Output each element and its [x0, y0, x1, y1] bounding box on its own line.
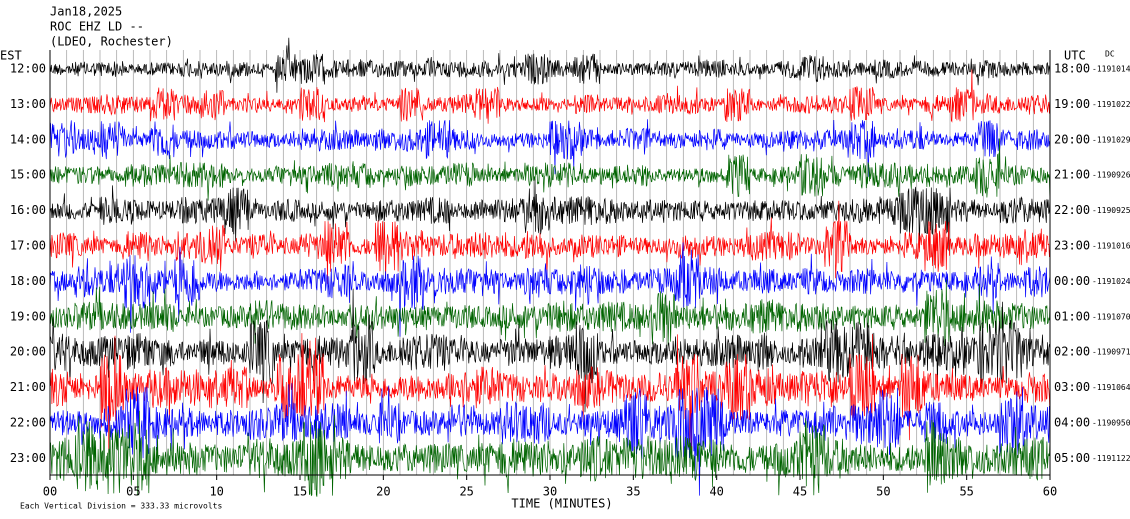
x-tick-label: 15	[293, 485, 307, 499]
x-tick-label: 05	[126, 485, 140, 499]
trace	[49, 200, 1051, 285]
count: -1190926	[1092, 171, 1130, 180]
x-tick-label: 20	[376, 485, 390, 499]
trace	[49, 119, 1051, 177]
x-tick-label: 50	[876, 485, 890, 499]
trace	[49, 279, 1051, 346]
count: -1191064	[1092, 383, 1130, 392]
est-time: 12:00	[10, 62, 46, 76]
count: -1191022	[1092, 100, 1130, 109]
utc-time: 00:00	[1054, 274, 1090, 288]
trace	[49, 179, 1051, 251]
trace	[49, 333, 1051, 456]
utc-time: 04:00	[1054, 416, 1090, 430]
right-zone: UTC	[1064, 49, 1086, 63]
utc-time: 19:00	[1054, 97, 1090, 111]
trace	[49, 288, 1051, 413]
est-time: 18:00	[10, 274, 46, 288]
utc-time: 23:00	[1054, 239, 1090, 253]
est-time: 20:00	[10, 345, 46, 359]
count: -1191024	[1092, 277, 1130, 286]
count: -1191029	[1092, 135, 1130, 144]
x-tick-label: 25	[459, 485, 473, 499]
count: -1190925	[1092, 206, 1130, 215]
est-time: 14:00	[10, 132, 46, 146]
count: -1191016	[1092, 242, 1130, 251]
utc-time: 18:00	[1054, 62, 1090, 76]
right-tag: DC	[1105, 50, 1115, 59]
trace	[49, 69, 1051, 124]
est-time: 15:00	[10, 168, 46, 182]
count: -1190950	[1092, 419, 1130, 428]
est-time: 22:00	[10, 416, 46, 430]
count: -1191014	[1092, 65, 1130, 74]
est-time: 23:00	[10, 451, 46, 465]
left-zone: EST	[0, 49, 22, 63]
x-tick-label: 55	[959, 485, 973, 499]
utc-time: 03:00	[1054, 380, 1090, 394]
utc-time: 02:00	[1054, 345, 1090, 359]
x-tick-label: 60	[1043, 485, 1057, 499]
est-time: 19:00	[10, 309, 46, 323]
utc-time: 21:00	[1054, 168, 1090, 182]
x-tick-label: 30	[543, 485, 557, 499]
count: -1191122	[1092, 454, 1130, 463]
network: (LDEO, Rochester)	[50, 35, 173, 49]
est-time: 16:00	[10, 203, 46, 217]
x-tick-label: 00	[43, 485, 57, 499]
est-time: 17:00	[10, 239, 46, 253]
utc-time: 20:00	[1054, 132, 1090, 146]
x-tick-label: 35	[626, 485, 640, 499]
station: ROC EHZ LD --	[50, 20, 144, 34]
utc-time: 01:00	[1054, 309, 1090, 323]
x-tick-label: 10	[209, 485, 223, 499]
count: -1191070	[1092, 312, 1130, 321]
count: -1190971	[1092, 348, 1130, 357]
trace	[49, 242, 1051, 337]
est-time: 13:00	[10, 97, 46, 111]
trace	[49, 410, 1051, 497]
x-tick-label: 45	[793, 485, 807, 499]
trace	[49, 37, 1051, 93]
est-time: 21:00	[10, 380, 46, 394]
utc-time: 22:00	[1054, 203, 1090, 217]
x-axis-label: TIME (MINUTES)	[511, 497, 612, 511]
trace	[49, 383, 1051, 496]
utc-time: 05:00	[1054, 451, 1090, 465]
scale-note: Each Vertical Division = 333.33 microvol…	[20, 502, 222, 511]
date: Jan18,2025	[50, 5, 122, 19]
x-tick-label: 40	[709, 485, 723, 499]
trace	[49, 138, 1051, 203]
